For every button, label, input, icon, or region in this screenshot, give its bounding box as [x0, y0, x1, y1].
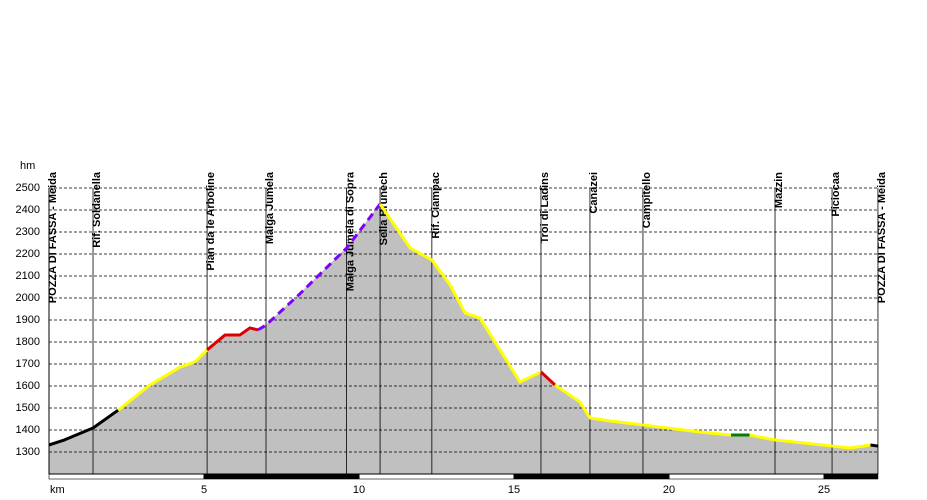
profile-line: [117, 348, 209, 412]
waypoint-label: Rif. Ciampac: [430, 172, 442, 239]
profile-area: [257, 202, 381, 475]
profile-line: [539, 370, 556, 386]
profile-line: [48, 408, 119, 447]
y-tick-label: 2200: [16, 248, 40, 260]
profile-line: [206, 326, 259, 352]
waypoint-label: Malga Jumela di Sopra: [345, 171, 357, 291]
profile-area: [730, 434, 750, 475]
waypoint-label: Pian da le Arboline: [205, 172, 217, 271]
x-axis-label: km: [50, 484, 65, 496]
y-tick-label: 1600: [16, 380, 40, 392]
profile-line: [749, 433, 871, 450]
profile-area: [540, 371, 556, 475]
y-tick-label: 2400: [16, 204, 40, 216]
y-tick-label: 2000: [16, 292, 40, 304]
y-tick-label: 1700: [16, 358, 40, 370]
waypoint-label: Troi di Ladins: [539, 172, 551, 244]
waypoint-label: Canazei: [588, 172, 600, 214]
profile-area: [749, 434, 871, 475]
y-tick-label: 2500: [16, 182, 40, 194]
x-tick-label: 5: [201, 484, 207, 496]
y-axis-label: hm: [20, 160, 35, 172]
km-band: [824, 474, 878, 479]
profile-area: [379, 202, 542, 475]
km-band-frame: [48, 473, 879, 480]
waypoint-label: Piciocaa: [830, 171, 842, 217]
y-tick-label: 1400: [16, 424, 40, 436]
waypoint-label: Rif. Soldanella: [91, 171, 103, 248]
waypoint-label: Malga Jumela: [264, 171, 276, 244]
x-tick-label: 10: [353, 484, 365, 496]
waypoint-label: Mazzin: [773, 172, 785, 208]
waypoint-label: POZZA DI FASSA - Meida: [47, 171, 59, 303]
y-tick-label: 2100: [16, 270, 40, 282]
x-tick-label: 20: [663, 484, 675, 496]
y-tick-label: 2300: [16, 226, 40, 238]
y-tick-label: 1300: [16, 446, 40, 458]
profile-line: [554, 383, 732, 437]
waypoint-label: Campitello: [641, 172, 653, 229]
profile-line: [870, 443, 879, 448]
x-tick-label: 25: [818, 484, 830, 496]
profile-line: [378, 203, 542, 384]
profile-area: [870, 444, 879, 475]
y-tick-label: 1900: [16, 314, 40, 326]
y-tick-label: 1500: [16, 402, 40, 414]
x-tick-label: 15: [508, 484, 520, 496]
km-band: [204, 474, 359, 479]
profile-area: [117, 348, 208, 475]
km-band: [514, 474, 669, 479]
profile-line: [257, 203, 382, 332]
waypoint-label: POZZA DI FASSA - Meida: [876, 171, 888, 303]
y-tick-label: 1800: [16, 336, 40, 348]
